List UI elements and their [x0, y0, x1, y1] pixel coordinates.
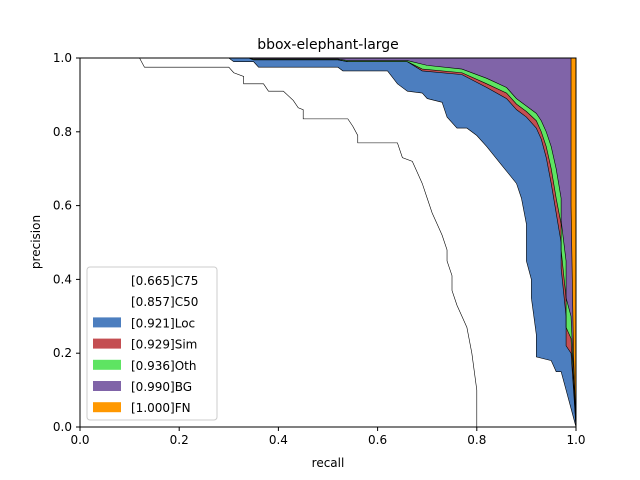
legend-label: [1.000]FN	[131, 401, 191, 415]
plot-frame	[79, 57, 577, 428]
y-axis-label: precision	[29, 215, 43, 269]
x-tick-label: 0.2	[170, 433, 189, 447]
legend-label: [0.857]C50	[131, 295, 198, 309]
legend-label: [0.921]Loc	[131, 316, 195, 330]
x-tick-label: 1.0	[566, 433, 585, 447]
x-axis-label: recall	[312, 456, 345, 470]
legend-swatch	[93, 381, 121, 391]
legend-swatch	[93, 338, 121, 349]
legend-swatch	[93, 296, 121, 307]
curve-3	[80, 57, 577, 428]
legend-label: [0.665]C75	[131, 274, 198, 288]
y-tick-label: 1.0	[53, 51, 72, 65]
y-tick-label: 0.4	[53, 272, 72, 286]
curve-0	[80, 57, 478, 427]
x-tick-label: 0.0	[70, 433, 89, 447]
legend-label: [0.936]Oth	[131, 359, 196, 373]
axes: 0.0 0.2 0.4 0.6 0.8 1.0 0.0 0.2 0.4 0.6 0.8 1.0	[53, 51, 586, 447]
x-tick-label: 0.6	[368, 433, 387, 447]
chart-title: bbox-elephant-large	[257, 37, 399, 53]
x-tick-label: 0.8	[467, 433, 486, 447]
y-tick-label: 0.6	[53, 199, 72, 213]
legend-swatch	[93, 359, 121, 370]
legend-swatch	[93, 402, 121, 413]
y-tick-label: 0.2	[53, 346, 72, 360]
y-tick-label: 0.8	[53, 125, 72, 139]
x-tick-label: 0.4	[269, 433, 288, 447]
legend-swatch	[93, 317, 121, 328]
legend-swatch	[93, 275, 121, 285]
y-tick-label: 0.0	[53, 420, 72, 434]
legend-label: [0.990]BG	[131, 380, 192, 394]
legend-label: [0.929]Sim	[131, 338, 197, 352]
curve-1	[80, 57, 577, 428]
legend: [0.665]C75 [0.857]C50 [0.921]Loc [0.929]Sim…	[86, 266, 218, 421]
curve-4	[80, 57, 577, 428]
